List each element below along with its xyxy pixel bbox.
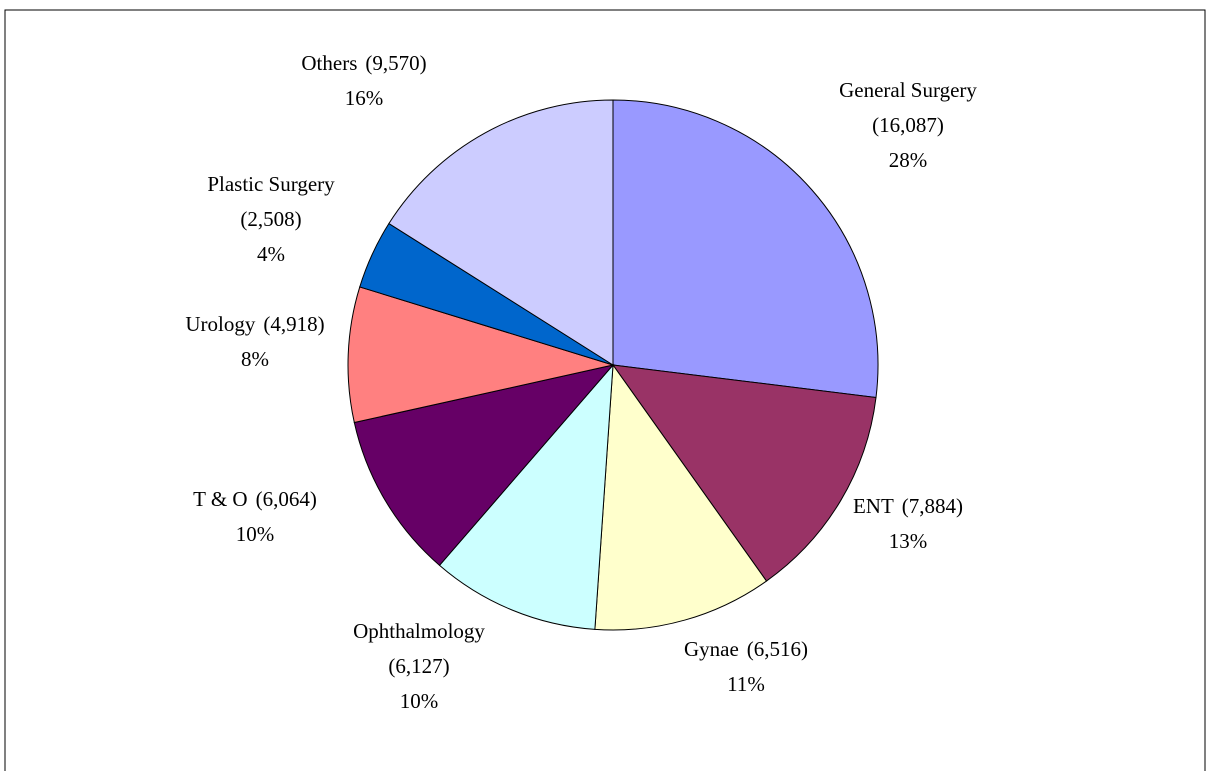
slice-label-line: T & O (6,064) [193, 487, 317, 511]
slice-count: (6,516) [747, 637, 808, 661]
slice-percent: 8% [241, 347, 269, 371]
slice-percent: 13% [889, 529, 928, 553]
slice-percent: 11% [727, 672, 765, 696]
slice-count: (2,508) [240, 207, 301, 231]
slice-percent: 28% [889, 148, 928, 172]
slice-label: Ophthalmology [353, 619, 485, 643]
slice-label: ENT [853, 494, 894, 518]
slice-percent: 10% [236, 522, 275, 546]
slice-count: (6,127) [388, 654, 449, 678]
slice-count: (7,884) [902, 494, 963, 518]
slice-label: Gynae [684, 637, 739, 661]
slice-label: T & O [193, 487, 247, 511]
pie-slice [612, 99, 879, 399]
slice-count: (6,064) [256, 487, 317, 511]
slice-percent: 16% [345, 86, 384, 110]
pie-slice [353, 364, 615, 567]
slice-count: (16,087) [872, 113, 944, 137]
slice-count: (9,570) [365, 51, 426, 75]
slice-label-line: Urology (4,918) [185, 312, 324, 336]
slice-label: Urology [185, 312, 255, 336]
pie-slice [611, 364, 877, 582]
slice-label: Others [301, 51, 357, 75]
slice-label-line: Gynae (6,516) [684, 637, 808, 661]
slice-label: Plastic Surgery [207, 172, 335, 196]
pie-slice [347, 286, 615, 424]
slice-label-line: Others (9,570) [301, 51, 426, 75]
pie-slice [388, 99, 614, 366]
slice-percent: 10% [400, 689, 439, 713]
slice-label-line: ENT (7,884) [853, 494, 963, 518]
pie-slice [594, 363, 768, 631]
slice-label: General Surgery [839, 78, 977, 102]
slice-count: (4,918) [263, 312, 324, 336]
slice-percent: 4% [257, 242, 285, 266]
pie-slice [438, 363, 614, 630]
